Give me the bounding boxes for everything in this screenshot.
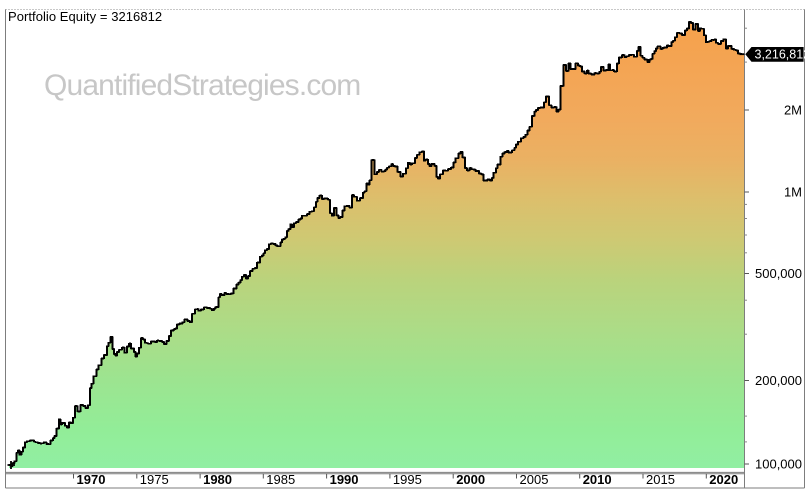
svg-text:2020: 2020 [709,472,738,487]
svg-text:2015: 2015 [646,472,675,487]
svg-text:2000: 2000 [456,472,485,487]
svg-text:100,000: 100,000 [755,457,802,472]
svg-text:1985: 1985 [266,472,295,487]
svg-text:1980: 1980 [203,472,232,487]
svg-text:1990: 1990 [330,472,359,487]
svg-text:500,000: 500,000 [755,266,802,281]
svg-text:1995: 1995 [393,472,422,487]
svg-text:Portfolio Equity = 3216812: Portfolio Equity = 3216812 [8,9,162,24]
svg-text:1970: 1970 [77,472,106,487]
svg-text:QuantifiedStrategies.com: QuantifiedStrategies.com [44,69,360,102]
svg-text:3,216,812: 3,216,812 [755,48,811,62]
svg-text:2010: 2010 [583,472,612,487]
svg-text:1975: 1975 [140,472,169,487]
svg-text:2005: 2005 [520,472,549,487]
svg-text:2M: 2M [784,103,802,118]
svg-text:200,000: 200,000 [755,373,802,388]
svg-text:1M: 1M [784,185,802,200]
